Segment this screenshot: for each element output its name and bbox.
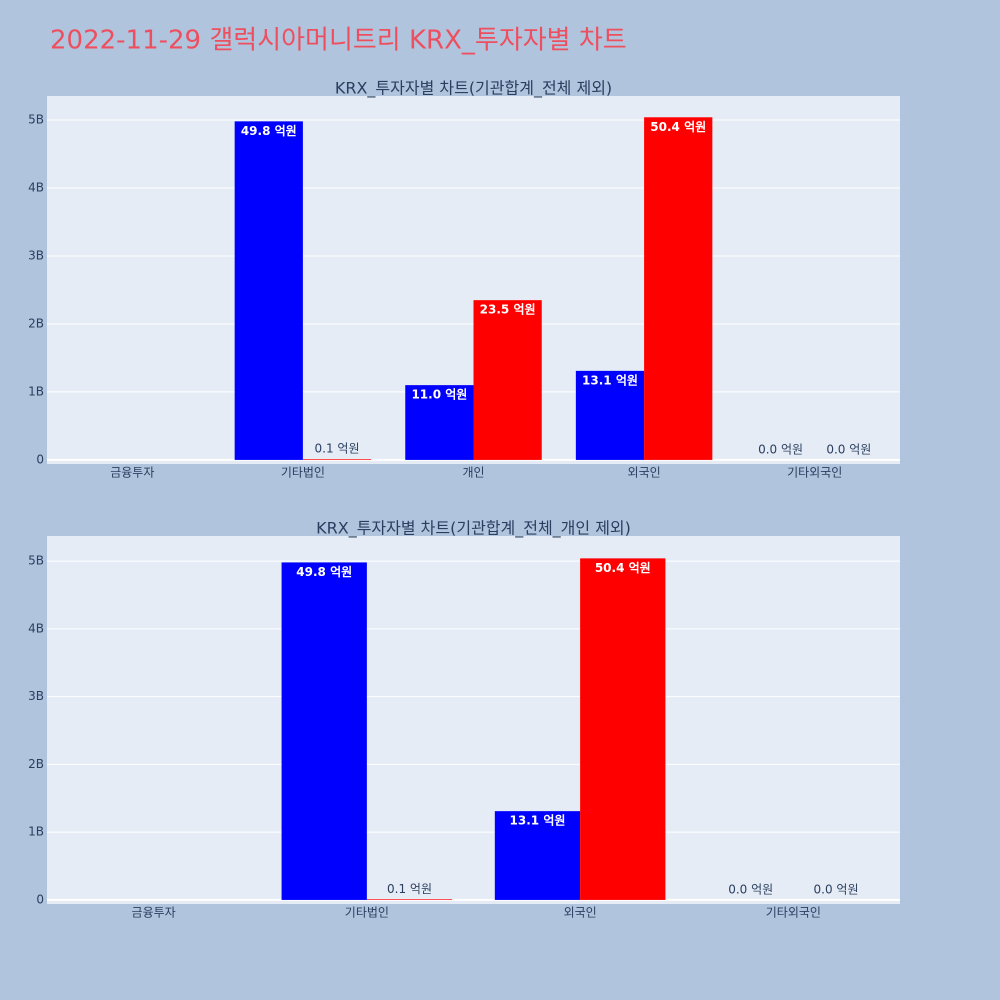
y-tick-label: 5B <box>28 112 44 126</box>
bar <box>234 121 303 460</box>
y-tick-label: 4B <box>28 180 44 194</box>
bar <box>405 385 474 460</box>
y-tick-label: 4B <box>28 621 44 635</box>
plot-area <box>47 536 900 904</box>
x-tick-label: 기타법인 <box>281 466 325 480</box>
bar <box>366 899 453 900</box>
bar <box>575 370 645 460</box>
x-tick-label: 외국인 <box>628 466 661 480</box>
x-tick-label: 기타외국인 <box>766 906 821 920</box>
data-label: 0.0 억원 <box>758 442 803 456</box>
data-label: 11.0 억원 <box>411 388 467 402</box>
bar <box>644 117 713 460</box>
y-tick-label: 3B <box>28 689 44 703</box>
data-label: 0.1 억원 <box>315 442 360 456</box>
chart-title: KRX_투자자별 차트(기관합계_전체 제외) <box>335 79 612 99</box>
data-label: 49.8 억원 <box>241 124 297 138</box>
y-tick-label: 5B <box>28 554 44 568</box>
x-tick-label: 금융투자 <box>110 466 154 480</box>
bar <box>473 300 542 460</box>
y-tick-label: 1B <box>28 825 44 839</box>
bar <box>580 558 666 900</box>
x-tick-label: 기타외국인 <box>787 466 842 480</box>
bar <box>302 459 372 460</box>
page-title: 2022-11-29 갤럭시아머니트리 KRX_투자자별 차트 <box>50 26 627 56</box>
x-tick-label: 개인 <box>462 466 484 480</box>
x-tick-label: 외국인 <box>564 906 597 920</box>
data-label: 0.1 억원 <box>387 882 432 896</box>
data-label: 0.0 억원 <box>814 882 859 896</box>
data-label: 13.1 억원 <box>582 373 638 387</box>
bar <box>494 811 581 900</box>
y-tick-label: 0 <box>36 452 44 466</box>
y-tick-label: 1B <box>28 384 44 398</box>
bar <box>281 562 367 900</box>
x-tick-label: 금융투자 <box>132 906 176 920</box>
y-tick-label: 0 <box>36 892 44 906</box>
x-tick-label: 기타법인 <box>345 906 389 920</box>
data-label: 13.1 억원 <box>510 814 566 828</box>
data-label: 50.4 억원 <box>650 120 706 134</box>
y-tick-label: 2B <box>28 316 44 330</box>
chart-title: KRX_투자자별 차트(기관합계_전체_개인 제외) <box>316 519 631 539</box>
data-label: 50.4 억원 <box>595 561 651 575</box>
data-label: 0.0 억원 <box>826 442 871 456</box>
data-label: 0.0 억원 <box>728 882 773 896</box>
y-tick-label: 2B <box>28 757 44 771</box>
y-tick-label: 3B <box>28 248 44 262</box>
data-label: 49.8 억원 <box>296 565 352 579</box>
data-label: 23.5 억원 <box>480 303 536 317</box>
